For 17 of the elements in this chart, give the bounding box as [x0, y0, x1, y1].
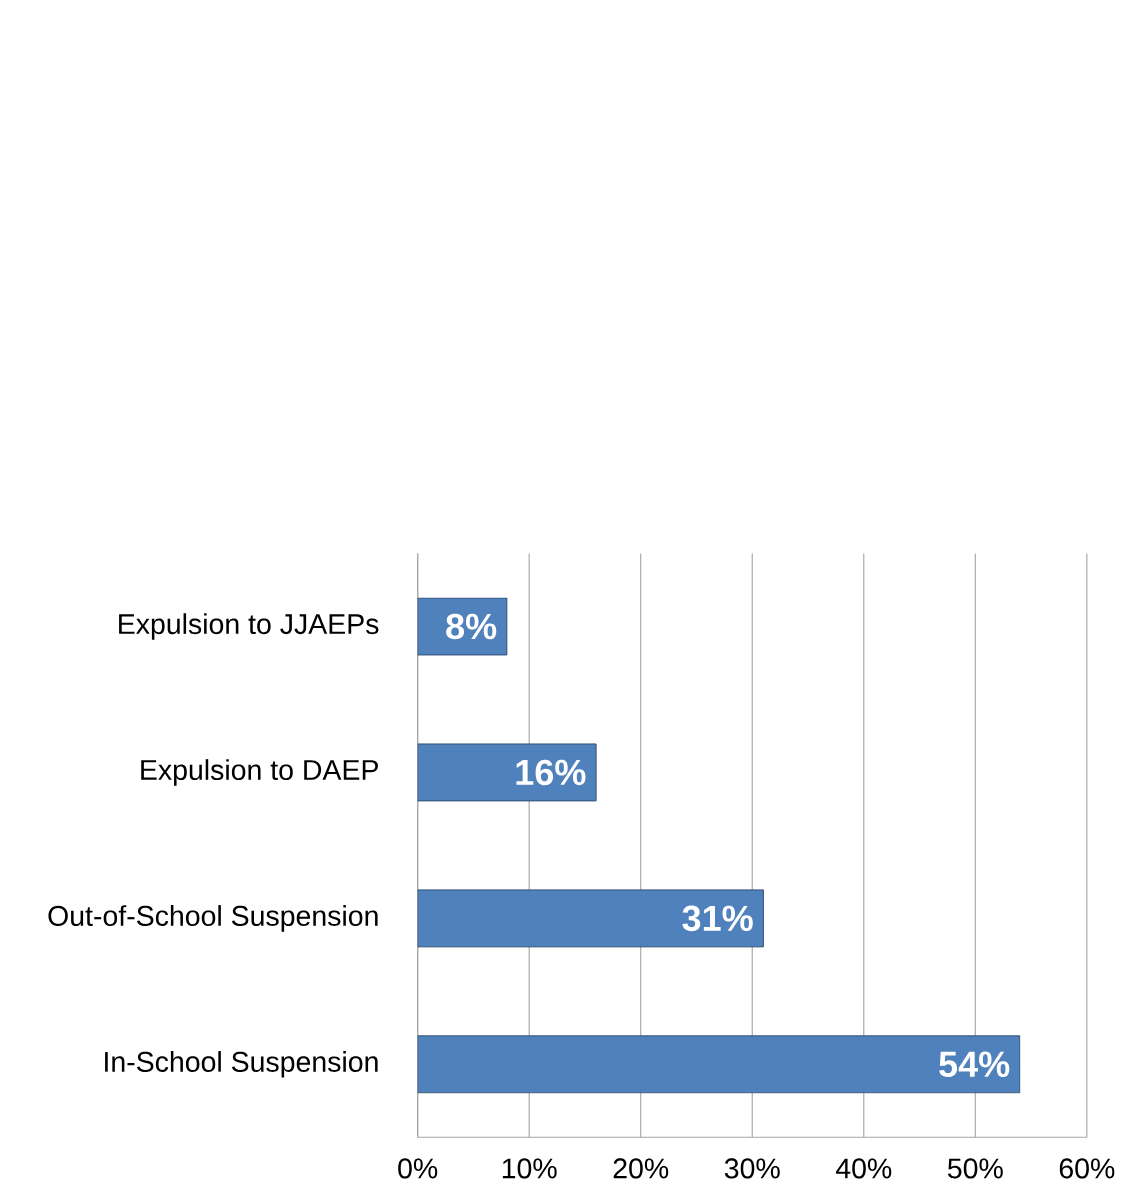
- y-tick-label: Expulsion to DAEP: [141, 759, 379, 786]
- data-label: 54%: [939, 1051, 1010, 1078]
- x-tick-label: 50%: [948, 1158, 1003, 1179]
- data-label: 8%: [446, 613, 497, 640]
- x-tick-label: 30%: [725, 1158, 780, 1179]
- data-label: 16%: [516, 759, 586, 786]
- y-tick-label: In-School Suspension: [105, 1051, 378, 1078]
- bar: [417, 889, 765, 948]
- bar: [417, 1035, 1021, 1094]
- y-tick-label: Expulsion to JJAEPs: [119, 613, 379, 640]
- x-tick-label: 10%: [503, 1158, 557, 1179]
- y-tick-label: Out-of-School Suspension: [48, 905, 378, 932]
- data-label: 31%: [682, 905, 753, 932]
- x-tick-label: 0%: [398, 1158, 438, 1179]
- x-tick-label: 40%: [836, 1158, 892, 1179]
- x-tick-label: 20%: [613, 1158, 669, 1179]
- x-tick-label: 60%: [1059, 1158, 1115, 1179]
